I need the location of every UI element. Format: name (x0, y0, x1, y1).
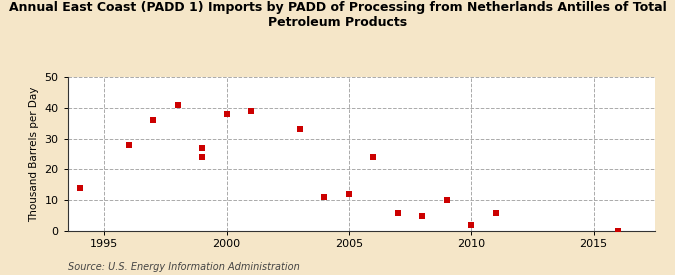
Point (196, 146, 207, 150)
Text: Annual East Coast (PADD 1) Imports by PADD of Processing from Netherlands Antill: Annual East Coast (PADD 1) Imports by PA… (9, 1, 666, 29)
Point (613, 229, 624, 233)
Point (490, 210, 501, 215)
Point (246, 109, 256, 113)
Point (196, 155, 207, 159)
Text: Source: U.S. Energy Information Administration: Source: U.S. Energy Information Administ… (68, 262, 299, 272)
Point (368, 155, 379, 159)
Point (466, 223, 477, 227)
Point (441, 198, 452, 202)
Point (344, 192, 354, 196)
Point (417, 213, 428, 218)
Point (148, 118, 159, 122)
Point (392, 210, 403, 215)
Point (319, 195, 330, 199)
Y-axis label: Thousand Barrels per Day: Thousand Barrels per Day (29, 86, 38, 222)
Point (221, 112, 232, 116)
Point (124, 142, 134, 147)
Point (294, 127, 305, 131)
Point (74, 186, 85, 190)
Point (172, 103, 183, 107)
